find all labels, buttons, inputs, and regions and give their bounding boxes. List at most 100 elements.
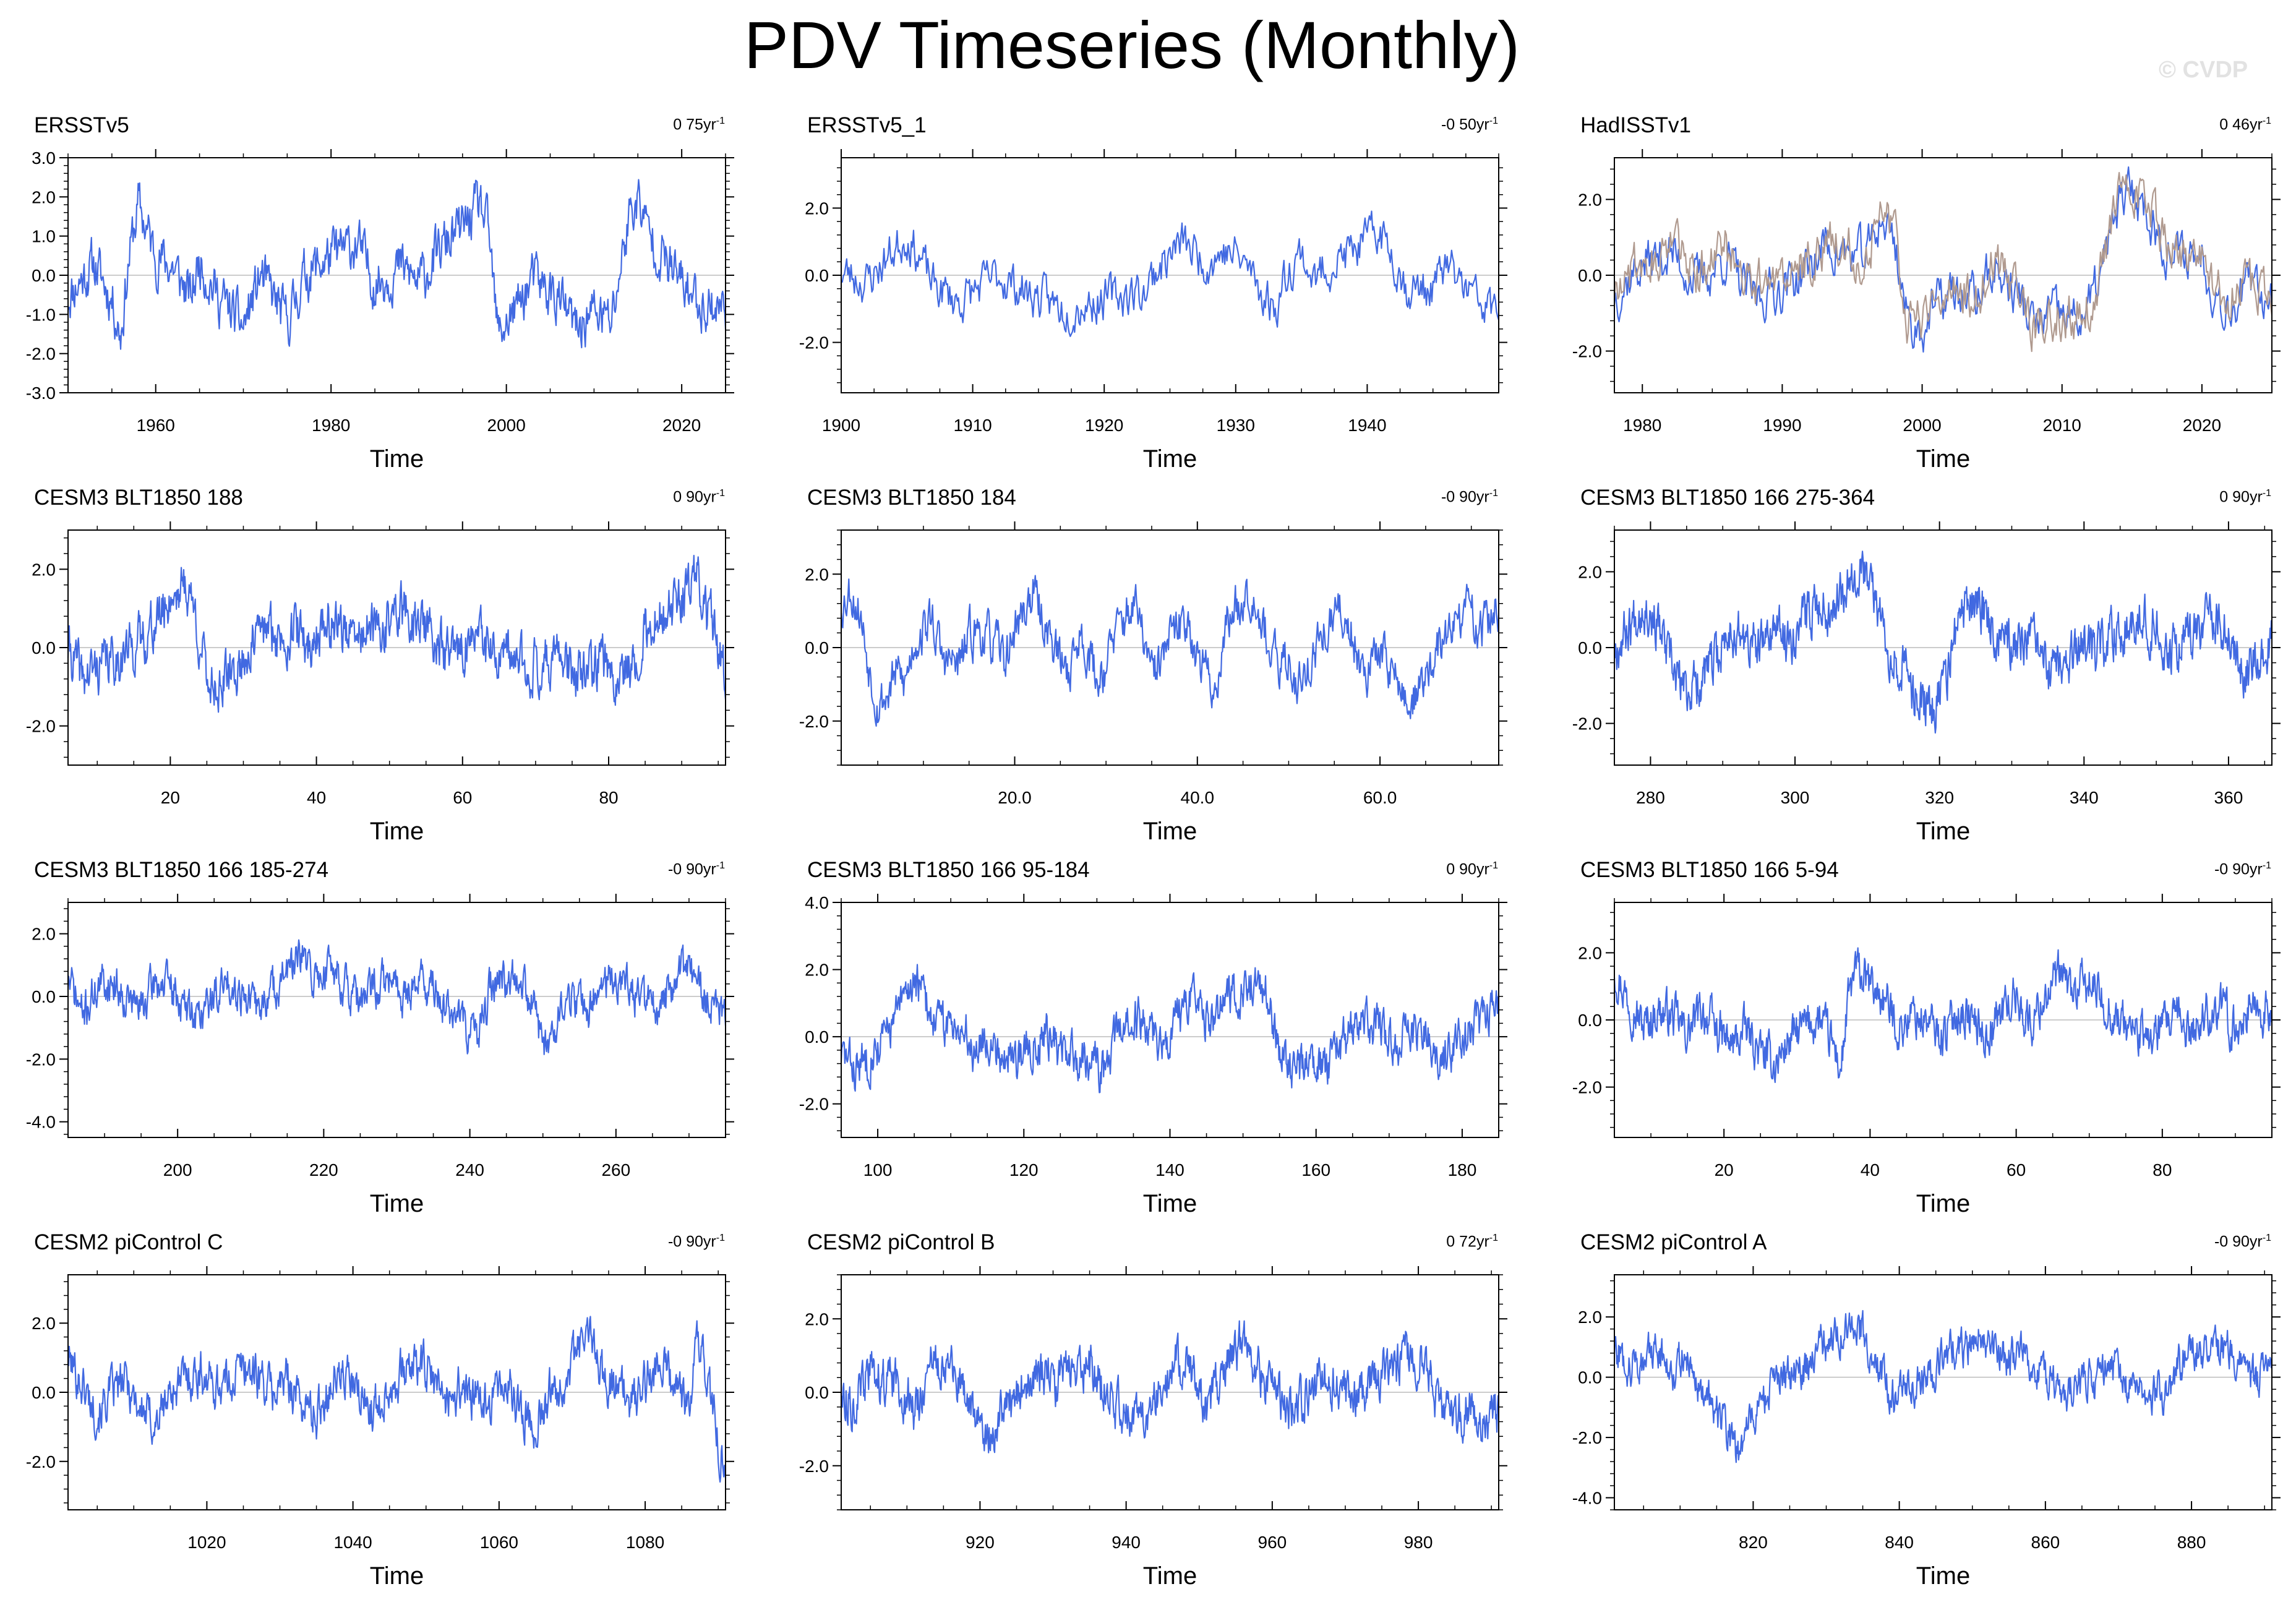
panel-title: ERSSTv5_1	[807, 113, 927, 137]
x-tick-label: 200	[163, 1160, 192, 1180]
trend-label: -0 90yr-1	[667, 860, 725, 878]
trend-label: 0 46yr-1	[2219, 116, 2271, 134]
x-tick-label: 100	[863, 1160, 893, 1180]
x-tick-label: 1900	[822, 416, 860, 435]
x-tick-label: 60	[453, 788, 472, 807]
x-tick-label: 20.0	[998, 788, 1032, 807]
panel-8: CESM3 BLT1850 166 95-184 0 90yr-1 100 120…	[773, 858, 1515, 1230]
y-tick-label: 2.0	[805, 961, 829, 980]
x-tick-label: 1960	[137, 416, 175, 435]
x-axis-title: Time	[370, 1562, 424, 1590]
panel-title: CESM3 BLT1850 166 5-94	[1580, 858, 1839, 882]
y-tick-label: 2.0	[1578, 943, 1602, 962]
panel-11: CESM2 piControl B 0 72yr-1 920 940 960 980 -…	[773, 1230, 1515, 1603]
panel-1: ERSSTv5 0 75yr-1 1960 1980 2000 2020 -3.0 -2.…	[0, 113, 742, 486]
x-tick-label: 160	[1301, 1160, 1330, 1180]
y-tick-label: 0.0	[1578, 1011, 1602, 1030]
series-line	[840, 964, 1499, 1094]
x-tick-label: 960	[1258, 1533, 1287, 1552]
y-tick-label: 1.0	[32, 227, 56, 246]
chart-svg: 20 40 60 80 -2.0 0.0 2.0 Time	[1572, 894, 2281, 1217]
y-tick-label: -2.0	[26, 1452, 56, 1471]
y-tick-label: 0.0	[1578, 638, 1602, 657]
x-tick-label: 1930	[1217, 416, 1255, 435]
x-tick-label: 40	[1861, 1160, 1880, 1180]
series-line	[1614, 550, 2273, 734]
trend-label: -0 50yr-1	[1441, 116, 1498, 134]
x-tick-label: 2020	[662, 416, 701, 435]
series-line-overlay	[1613, 172, 2273, 353]
chart-svg: 1960 1980 2000 2020 -3.0 -2.0 -1.0 0.0 1.0 2.0 3.0…	[26, 148, 734, 473]
x-tick-label: 1080	[626, 1533, 664, 1552]
y-tick-label: 0.0	[32, 638, 56, 657]
panel-5: CESM3 BLT1850 184 -0 90yr-1 20.0 40.0 60.0…	[773, 486, 1515, 858]
chart-svg: 280 300 320 340 360 -2.0 0.0 2.0 Time	[1572, 521, 2281, 845]
series-line	[67, 1316, 727, 1483]
trend-label: 0 90yr-1	[2219, 488, 2271, 506]
x-tick-label: 40	[307, 788, 326, 807]
y-tick-label: -4.0	[26, 1113, 56, 1132]
x-tick-label: 840	[1885, 1533, 1914, 1552]
x-tick-label: 180	[1448, 1160, 1477, 1180]
y-tick-label: -2.0	[1572, 1078, 1602, 1097]
panel-title: HadISSTv1	[1580, 113, 1691, 137]
y-tick-label: -2.0	[1572, 714, 1602, 734]
panel-title: CESM3 BLT1850 184	[807, 486, 1016, 510]
panel-6: CESM3 BLT1850 166 275-364 0 90yr-1 280 30…	[1546, 486, 2289, 858]
panel-3: HadISSTv1 0 46yr-1 1980 1990 2000 2010 2020 -…	[1546, 113, 2289, 486]
x-tick-label: 340	[2070, 788, 2099, 807]
y-tick-label: 3.0	[32, 148, 56, 168]
panel-7: CESM3 BLT1850 166 185-274 -0 90yr-1 200 2…	[0, 858, 742, 1230]
x-axis-title: Time	[1143, 1190, 1197, 1217]
panel-title: CESM2 piControl A	[1580, 1230, 1767, 1254]
x-axis-title: Time	[1916, 1190, 1970, 1217]
y-tick-label: 2.0	[1578, 190, 1602, 209]
y-tick-label: 2.0	[32, 560, 56, 579]
plot-frame	[841, 902, 1499, 1138]
panel-4: CESM3 BLT1850 188 0 90yr-1 20 40 60 80 -2.0 0…	[0, 486, 742, 858]
x-tick-label: 2020	[2183, 416, 2221, 435]
panel-2: ERSSTv5_1 -0 50yr-1 1900 1910 1920 1930 1940…	[773, 113, 1515, 486]
x-axis-title: Time	[1143, 445, 1197, 473]
y-tick-label: 0.0	[32, 266, 56, 285]
x-tick-label: 80	[599, 788, 618, 807]
y-tick-label: 2.0	[805, 565, 829, 584]
watermark: © CVDP	[2159, 57, 2248, 83]
y-tick-label: 2.0	[32, 925, 56, 944]
x-axis-title: Time	[1916, 818, 1970, 845]
trend-label: -0 90yr-1	[1441, 488, 1498, 506]
x-tick-label: 140	[1155, 1160, 1184, 1180]
y-tick-label: -4.0	[1572, 1489, 1602, 1508]
y-tick-label: -2.0	[26, 345, 56, 364]
y-tick-label: 2.0	[32, 1314, 56, 1333]
x-tick-label: 2000	[487, 416, 526, 435]
x-tick-label: 1040	[333, 1533, 372, 1552]
y-tick-label: -2.0	[1572, 1428, 1602, 1447]
x-tick-label: 260	[601, 1160, 630, 1180]
y-tick-label: 0.0	[805, 1383, 829, 1402]
series-line	[67, 179, 727, 350]
plot-frame	[67, 902, 726, 1138]
series-line	[1613, 166, 2273, 353]
y-tick-label: -3.0	[26, 383, 56, 403]
x-axis-title: Time	[1916, 1562, 1970, 1590]
y-tick-label: -2.0	[26, 717, 56, 736]
x-tick-label: 320	[1925, 788, 1954, 807]
y-tick-label: 2.0	[805, 1309, 829, 1329]
y-tick-label: 0.0	[32, 1383, 56, 1402]
x-axis-title: Time	[370, 1190, 424, 1217]
x-tick-label: 120	[1009, 1160, 1039, 1180]
chart-svg: 1980 1990 2000 2010 2020 -2.0 0.0 2.0 Time	[1572, 149, 2281, 473]
series-line	[1613, 947, 2273, 1084]
trend-label: -0 90yr-1	[2214, 860, 2271, 878]
y-tick-label: -2.0	[799, 1457, 829, 1476]
trend-label: -0 90yr-1	[667, 1233, 725, 1251]
panel-title: ERSSTv5	[34, 113, 129, 137]
x-tick-label: 1910	[953, 416, 992, 435]
trend-label: 0 90yr-1	[1446, 860, 1498, 878]
chart-svg: 200 220 240 260 -4.0 -2.0 0.0 2.0 Time	[26, 894, 734, 1217]
y-tick-label: 0.0	[805, 1027, 829, 1047]
panel-title: CESM2 piControl B	[807, 1230, 995, 1254]
chart-svg: 1020 1040 1060 1080 -2.0 0.0 2.0 Time	[26, 1266, 734, 1590]
x-tick-label: 240	[455, 1160, 484, 1180]
